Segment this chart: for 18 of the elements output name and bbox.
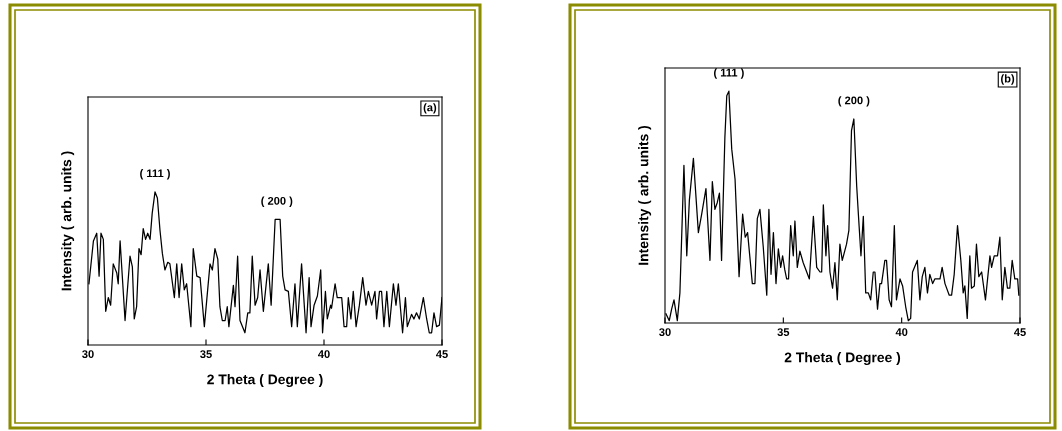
x-tick-label: 30 bbox=[659, 328, 671, 337]
x-tick-label: 40 bbox=[895, 328, 908, 337]
text: (b) bbox=[1001, 74, 1015, 85]
y-axis-title: Intensity ( arb. units ) bbox=[61, 151, 75, 291]
annotation: ( 111 ) bbox=[140, 169, 170, 180]
annotation: ( 200 ) bbox=[261, 196, 293, 207]
annotation: ( 111 ) bbox=[714, 68, 744, 79]
x-tick-label: 30 bbox=[82, 350, 94, 359]
x-tick-label: 45 bbox=[1013, 328, 1026, 337]
x-axis-title: 2 Theta ( Degree ) bbox=[784, 352, 901, 366]
annotation: ( 200 ) bbox=[838, 96, 870, 107]
x-tick-label: 35 bbox=[777, 328, 790, 337]
x-axis-title: 2 Theta ( Degree ) bbox=[207, 374, 323, 388]
x-tick-label: 45 bbox=[435, 350, 448, 359]
text: (a) bbox=[423, 103, 437, 114]
x-tick-label: 35 bbox=[200, 350, 212, 359]
x-tick-label: 40 bbox=[317, 350, 330, 359]
y-axis-title: Intensity ( arb. units ) bbox=[638, 125, 652, 265]
